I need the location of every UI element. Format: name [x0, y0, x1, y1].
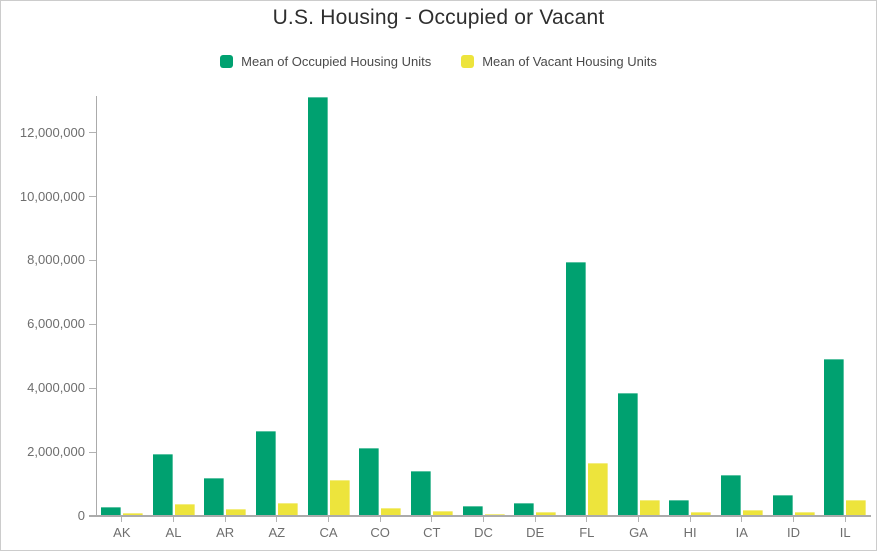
- x-axis-tick: [483, 517, 484, 522]
- x-tick-label: CA: [319, 525, 338, 540]
- x-tick-label: IA: [735, 525, 748, 540]
- x-axis-tick: [741, 517, 743, 522]
- legend-item-occupied[interactable]: Mean of Occupied Housing Units: [220, 54, 431, 69]
- bar-occupied-GA[interactable]: [617, 392, 638, 515]
- x-tick-label: AK: [113, 525, 131, 540]
- bar-vacant-ID[interactable]: [794, 511, 815, 515]
- bar-occupied-AZ[interactable]: [255, 430, 276, 515]
- bar-vacant-AL[interactable]: [174, 503, 195, 515]
- legend-swatch-vacant-icon: [461, 55, 475, 68]
- x-axis-tick: [793, 517, 794, 522]
- x-tick-label: IL: [839, 525, 851, 540]
- x-tick-label: ID: [787, 525, 800, 540]
- y-axis-tick: [89, 132, 96, 134]
- x-tick-label: GA: [629, 525, 648, 540]
- y-axis-tick: [89, 196, 96, 198]
- bar-occupied-IA[interactable]: [720, 474, 741, 515]
- bar-vacant-CT[interactable]: [432, 510, 453, 515]
- y-axis-tick: [89, 451, 96, 453]
- x-axis-tick: [379, 517, 381, 522]
- y-axis-tick: [89, 259, 96, 261]
- x-axis-tick: [328, 517, 329, 522]
- x-axis-tick: [638, 517, 639, 522]
- x-tick-label: CO: [370, 525, 390, 540]
- chart-title: U.S. Housing - Occupied or Vacant: [272, 6, 605, 29]
- bar-vacant-FL[interactable]: [587, 463, 608, 515]
- bar-occupied-IL[interactable]: [824, 359, 845, 515]
- bar-vacant-IL[interactable]: [846, 499, 867, 515]
- bar-vacant-AR[interactable]: [226, 508, 247, 515]
- x-tick-label: CT: [423, 525, 441, 540]
- x-tick-label: DC: [474, 525, 493, 540]
- x-tick-label: AL: [165, 525, 182, 540]
- bar-vacant-DC[interactable]: [484, 513, 505, 515]
- x-axis-tick: [276, 517, 278, 522]
- legend-label-occupied: Mean of Occupied Housing Units: [241, 54, 432, 69]
- chart-legend: Mean of Occupied Housing Units Mean of V…: [1, 54, 876, 69]
- bar-vacant-CA[interactable]: [329, 479, 350, 515]
- bar-occupied-DE[interactable]: [514, 503, 535, 515]
- bar-vacant-IA[interactable]: [742, 510, 763, 515]
- legend-label-vacant: Mean of Vacant Housing Units: [482, 54, 657, 69]
- y-tick-label: 8,000,000: [27, 252, 85, 268]
- y-axis-tick: [89, 323, 96, 325]
- bar-vacant-CO[interactable]: [381, 508, 402, 515]
- x-axis-tick: [431, 517, 433, 522]
- y-tick-label: 6,000,000: [27, 316, 85, 332]
- bar-occupied-AL[interactable]: [152, 454, 173, 515]
- x-axis-tick: [121, 517, 123, 522]
- x-tick-label: FL: [579, 525, 595, 540]
- bar-occupied-AR[interactable]: [204, 478, 225, 515]
- y-tick-label: 12,000,000: [19, 124, 85, 140]
- bar-occupied-CO[interactable]: [359, 447, 380, 515]
- y-tick-label: 0: [77, 508, 85, 523]
- x-axis-tick: [224, 517, 226, 522]
- x-tick-label: HI: [683, 525, 697, 540]
- bar-occupied-CT[interactable]: [410, 470, 431, 515]
- x-axis-tick: [844, 517, 846, 522]
- x-axis-tick: [534, 517, 536, 522]
- bar-occupied-FL[interactable]: [565, 261, 586, 515]
- bar-vacant-AK[interactable]: [122, 512, 143, 515]
- bar-vacant-HI[interactable]: [691, 512, 712, 515]
- x-tick-label: DE: [526, 525, 545, 540]
- y-tick-label: 4,000,000: [27, 380, 85, 396]
- bar-occupied-ID[interactable]: [772, 494, 793, 515]
- y-axis-line: [96, 96, 97, 516]
- y-tick-label: 2,000,000: [27, 444, 85, 460]
- x-axis-tick: [586, 517, 588, 522]
- x-axis-line: [89, 515, 871, 517]
- bar-vacant-DE[interactable]: [536, 511, 557, 515]
- x-axis-tick: [173, 517, 174, 522]
- bar-occupied-CA[interactable]: [307, 96, 328, 515]
- y-axis-tick: [89, 387, 96, 389]
- x-tick-label: AR: [216, 525, 235, 540]
- legend-swatch-occupied-icon: [220, 55, 234, 68]
- x-axis-tick: [689, 517, 691, 522]
- bar-occupied-AK[interactable]: [100, 506, 121, 515]
- y-tick-label: 10,000,000: [19, 188, 85, 204]
- bar-occupied-DC[interactable]: [462, 505, 483, 515]
- bar-vacant-GA[interactable]: [639, 499, 660, 515]
- bar-vacant-AZ[interactable]: [277, 502, 298, 515]
- bar-occupied-HI[interactable]: [669, 500, 690, 515]
- legend-item-vacant[interactable]: Mean of Vacant Housing Units: [461, 54, 657, 69]
- x-tick-label: AZ: [268, 525, 286, 540]
